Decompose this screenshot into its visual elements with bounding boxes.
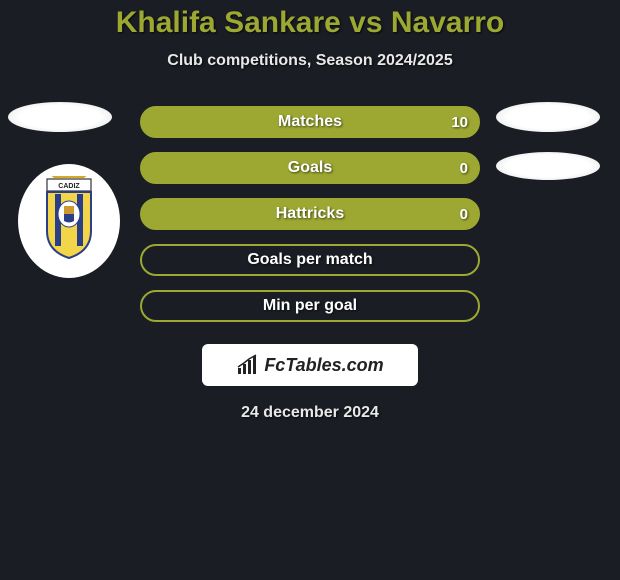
player-right-avatar-2 [496, 152, 600, 180]
stat-label: Matches [278, 113, 342, 131]
stat-right-val: 10 [451, 114, 468, 131]
brand-box[interactable]: FcTables.com [202, 344, 418, 386]
player-right-avatar [496, 102, 600, 132]
stat-right-val: 0 [460, 160, 468, 177]
svg-text:CADIZ: CADIZ [58, 183, 80, 190]
stat-label: Min per goal [263, 297, 357, 315]
stat-row-gpm: Goals per match [140, 244, 480, 276]
stat-label: Goals [288, 159, 332, 177]
comparison-card: Khalifa Sankare vs Navarro Club competit… [0, 0, 620, 422]
stat-row-goals: Goals 0 [140, 152, 480, 184]
stat-row-matches: Matches 10 [140, 106, 480, 138]
stat-right-val: 0 [460, 206, 468, 223]
stat-row-hattricks: Hattricks 0 [140, 198, 480, 230]
club-crest: CADIZ C.F. [18, 150, 120, 278]
page-subtitle: Club competitions, Season 2024/2025 [0, 52, 620, 70]
player-left-avatar [8, 102, 112, 132]
page-title: Khalifa Sankare vs Navarro [0, 6, 620, 40]
content-area: CADIZ C.F. Matches 10 [0, 106, 620, 422]
stat-label: Hattricks [276, 205, 344, 223]
crest-icon: CADIZ C.F. [39, 176, 99, 260]
stat-rows: Matches 10 Goals 0 Hattricks 0 Goals per… [140, 106, 480, 322]
chart-icon [236, 354, 258, 376]
brand-text: FcTables.com [264, 355, 383, 376]
date-text: 24 december 2024 [0, 404, 620, 422]
stat-row-mpg: Min per goal [140, 290, 480, 322]
stat-label: Goals per match [247, 251, 372, 269]
